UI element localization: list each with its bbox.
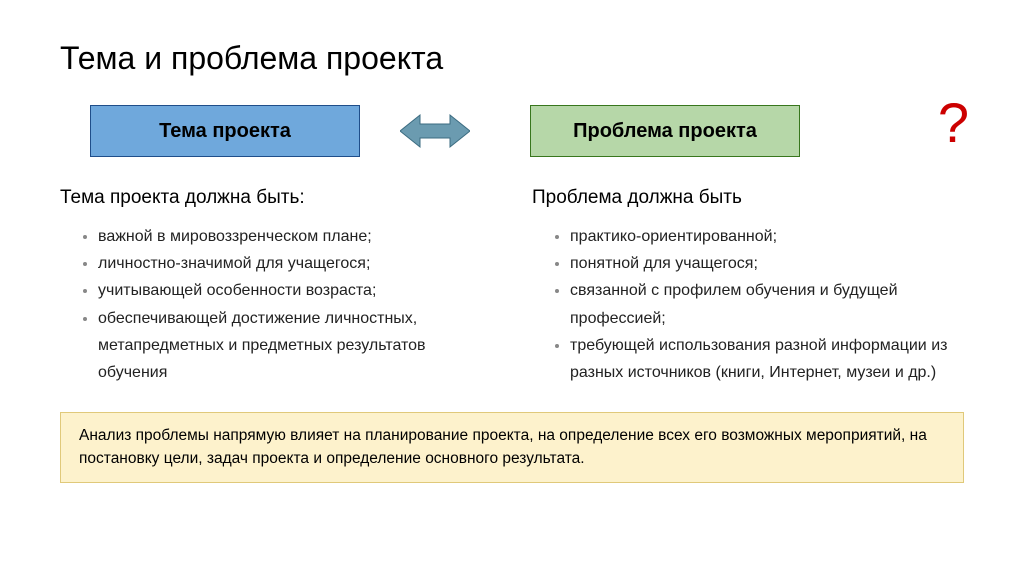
boxes-row: Тема проекта Проблема проекта [60, 105, 964, 157]
list-item: обеспечивающей достижение личностных, ме… [98, 305, 492, 387]
list-item: понятной для учащегося; [570, 250, 964, 277]
left-column: Тема проекта должна быть: важной в миров… [60, 187, 492, 386]
two-way-arrow-icon [400, 113, 470, 149]
right-column: Проблема должна быть практико-ориентиров… [532, 187, 964, 386]
columns: Тема проекта должна быть: важной в миров… [60, 187, 964, 386]
right-list: практико-ориентированной; понятной для у… [532, 223, 964, 386]
list-item: практико-ориентированной; [570, 223, 964, 250]
problem-box: Проблема проекта [530, 105, 800, 157]
topic-box: Тема проекта [90, 105, 360, 157]
list-item: связанной с профилем обучения и будущей … [570, 277, 964, 331]
list-item: личностно-значимой для учащегося; [98, 250, 492, 277]
slide-title: Тема и проблема проекта [60, 40, 964, 77]
list-item: требующей использования разной информаци… [570, 332, 964, 386]
left-heading: Тема проекта должна быть: [60, 187, 492, 209]
right-heading: Проблема должна быть [532, 187, 964, 209]
list-item: важной в мировоззренческом плане; [98, 223, 492, 250]
footer-note: Анализ проблемы напрямую влияет на плани… [60, 412, 964, 483]
left-list: важной в мировоззренческом плане; личнос… [60, 223, 492, 386]
list-item: учитывающей особенности возраста; [98, 277, 492, 304]
question-mark-icon: ? [938, 90, 969, 155]
